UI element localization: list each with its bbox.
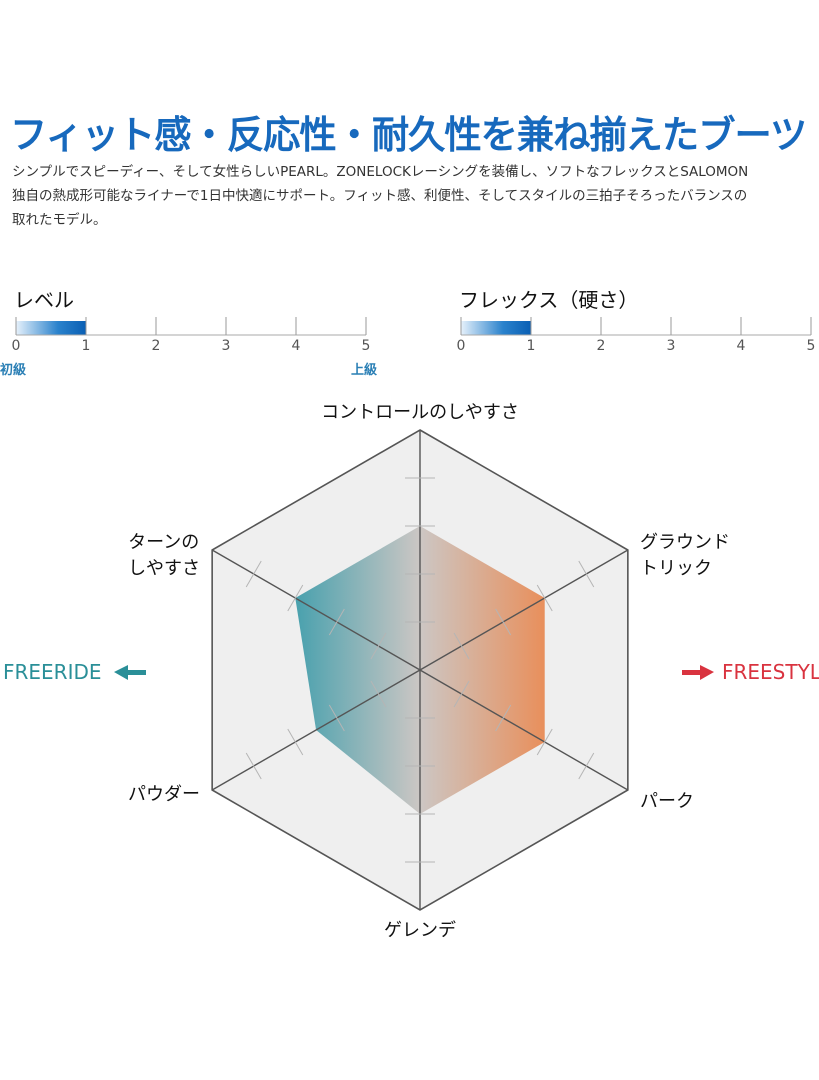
- scale-tick-label: 5: [361, 338, 371, 354]
- radar-tick: [328, 608, 345, 636]
- description-line: 独自の熱成形可能なライナーで1日中快適にサポート。フィット感、利便性、そしてスタ…: [12, 188, 748, 204]
- page-title: フィット感・反応性・耐久性を兼ね揃えたブーツ: [10, 113, 807, 157]
- radar-tick: [370, 632, 387, 660]
- axis-label-groomed: ゲレンデ: [384, 920, 456, 941]
- description-line: シンプルでスピーディー、そして女性らしいPEARL。ZONELOCKレーシングを…: [12, 164, 749, 180]
- radar-tick: [245, 752, 262, 780]
- radar-tick: [495, 704, 512, 732]
- scale-tick-label: 2: [151, 338, 161, 354]
- radar-tick: [578, 752, 595, 780]
- radar-tick: [370, 680, 387, 708]
- radar-tick: [578, 560, 595, 588]
- description: シンプルでスピーディー、そして女性らしいPEARL。ZONELOCKレーシングを…: [12, 160, 748, 232]
- scale-tick-label: 1: [526, 338, 536, 354]
- radar-tick: [287, 728, 304, 756]
- flex-title: フレックス（硬さ）: [459, 288, 639, 312]
- axis-label-powder: パウダー: [128, 784, 200, 805]
- scale-tick-label: 4: [736, 338, 746, 354]
- radar-axis: [419, 669, 629, 791]
- radar-tick: [453, 680, 470, 708]
- scale-tick-label: 2: [596, 338, 606, 354]
- radar-tick: [453, 632, 470, 660]
- axis-label-park: パーク: [640, 791, 694, 812]
- axis-label-turn: ターンの しやすさ: [128, 532, 200, 579]
- radar-tick: [536, 584, 553, 612]
- description-line: 取れたモデル。: [12, 212, 107, 228]
- arrow-right-icon: [682, 665, 714, 680]
- scale-tick-label: 3: [666, 338, 676, 354]
- level-title: レベル: [14, 288, 74, 312]
- radar-tick: [328, 704, 345, 732]
- freestyle-label: FREESTYLE: [722, 660, 819, 684]
- arrow-left-icon: [114, 665, 146, 680]
- freeride-label: FREERIDE: [3, 660, 102, 684]
- scale-tick-label: 0: [456, 338, 466, 354]
- level-min-label: 初級: [0, 363, 27, 378]
- radar-axis: [211, 669, 421, 791]
- level-max-label: 上級: [351, 363, 378, 378]
- scale-tick-label: 5: [806, 338, 816, 354]
- scale-fill-bar: [16, 321, 86, 335]
- radar-tick: [287, 584, 304, 612]
- radar-axis: [211, 549, 421, 671]
- scale-tick-label: 1: [81, 338, 91, 354]
- radar-tick: [536, 728, 553, 756]
- radar-tick: [495, 608, 512, 636]
- scale-tick-label: 4: [291, 338, 301, 354]
- axis-label-control: コントロールのしやすさ: [321, 402, 519, 423]
- scale-fill-bar: [461, 321, 531, 335]
- radar-tick: [245, 560, 262, 588]
- axis-label-ground-trick: グラウンド トリック: [640, 532, 730, 579]
- scale-tick-label: 0: [11, 338, 21, 354]
- scale-tick-label: 3: [221, 338, 231, 354]
- radar-axis: [419, 549, 629, 671]
